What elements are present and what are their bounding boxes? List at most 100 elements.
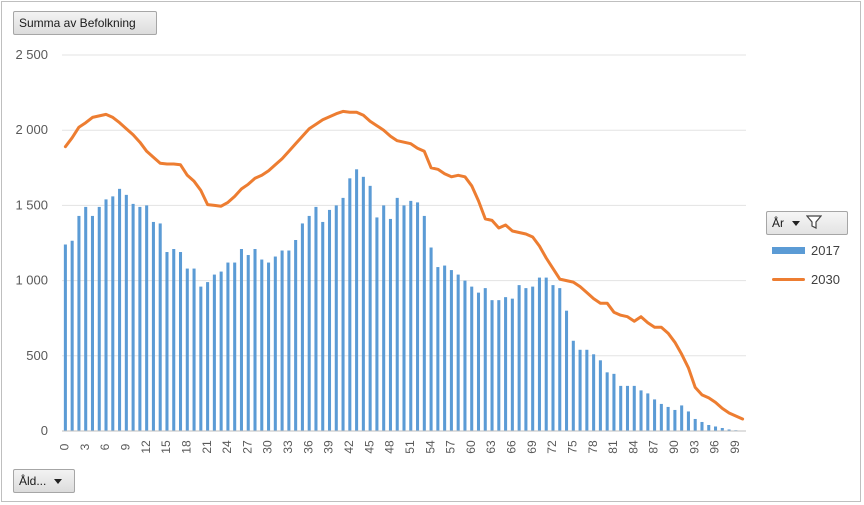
bar-2017 [233,262,237,431]
bar-2017 [341,197,345,431]
x-tick-label: 96 [708,440,722,454]
x-axis: 0 3 6 9 12 15 18 21 24 27 30 33 36 39 42 45 48 51 54 57 60 63… [58,430,746,454]
bar-2017 [212,274,216,431]
x-tick-label: 57 [444,440,458,454]
x-tick-label: 30 [261,440,275,454]
bar-2017 [659,403,663,431]
legend-label-2030: 2030 [811,272,840,287]
x-tick-label: 18 [179,440,193,454]
bar-2017 [294,239,298,431]
bar-2017 [206,282,210,431]
bar-2017 [483,288,487,431]
legend-label-2017: 2017 [811,243,840,258]
bar-2017 [585,349,589,431]
bar-2017 [504,297,508,431]
bar-2017 [544,277,548,431]
bar-2017 [463,280,467,431]
bar-2017 [131,203,135,431]
dropdown-caret-icon [54,478,63,484]
bar-2017 [361,176,365,431]
bar-2017 [226,262,230,431]
bar-2017 [449,270,453,431]
bar-2017 [368,185,372,431]
x-tick-label: 15 [159,440,173,454]
x-tick-label: 36 [301,440,315,454]
legend-field-button[interactable]: År [766,211,848,235]
bar-2017 [646,393,650,431]
bar-2017 [416,202,420,431]
dropdown-caret-icon [792,220,800,226]
legend-swatch-2017 [772,247,805,254]
x-tick-label: 9 [119,443,133,450]
bar-2017 [409,200,413,431]
bar-2017 [97,206,101,431]
bar-2017 [382,205,386,431]
bar-2017 [118,188,122,431]
bar-2017 [653,399,657,431]
x-tick-label: 3 [78,443,92,450]
x-tick-label: 81 [606,440,620,454]
bar-2017 [680,405,684,431]
x-tick-label: 51 [403,440,417,454]
x-tick-label: 93 [687,440,701,454]
x-tick-label: 12 [139,440,153,454]
bar-2017 [375,217,379,431]
bar-2017 [151,221,155,431]
bar-2017 [158,223,162,431]
bar-2017 [531,286,535,431]
filter-icon [805,214,823,233]
bar-2017 [632,385,636,431]
bar-2017 [714,426,718,431]
x-tick-label: 60 [464,440,478,454]
value-field-label: Summa av Befolkning [19,16,136,30]
bar-2017 [165,252,169,431]
bar-2017 [700,421,704,431]
bar-2017 [219,271,223,431]
bar-2017 [90,215,94,431]
bar-2017 [70,240,74,431]
bar-2017 [625,385,630,431]
y-tick-label: 1 500 [15,197,48,212]
bar-2017 [334,205,338,431]
x-tick-label: 84 [626,440,640,454]
bar-2017 [199,286,203,431]
bar-2017 [612,373,616,431]
bar-2017 [571,340,575,431]
bar-2017 [565,310,569,431]
bar-2017 [598,360,602,431]
bar-2017 [104,199,108,431]
bar-2017 [280,250,284,431]
bar-2017 [510,298,514,431]
bar-series-2017 [63,169,745,431]
y-tick-label: 500 [26,348,48,363]
line-2030 [63,109,745,421]
x-tick-label: 0 [58,443,72,450]
legend-item-2030: 2030 [772,272,840,287]
bar-2017 [470,286,474,431]
bar-2017 [517,285,521,431]
bar-2017 [300,223,304,431]
bar-2017 [436,267,440,431]
x-tick-label: 21 [200,440,214,454]
x-tick-label: 45 [362,440,376,454]
axis-field-button[interactable]: Åld... [13,469,75,493]
bar-2017 [720,427,724,431]
bar-2017 [686,411,690,431]
bar-2017 [727,429,731,431]
bar-2017 [355,169,359,431]
bar-2017 [246,255,250,431]
bar-2017 [578,349,582,431]
bar-2017 [267,262,271,431]
legend-swatch-2030 [772,278,805,281]
x-tick-label: 42 [342,440,356,454]
value-field-button[interactable]: Summa av Befolkning [13,11,157,35]
bar-2017 [592,354,596,431]
bar-2017 [388,218,392,431]
bar-2017 [138,206,142,431]
x-tick-label: 75 [565,440,579,454]
bar-2017 [172,249,176,431]
y-tick-label: 2 500 [15,47,48,62]
bar-2017 [239,249,243,431]
bar-2017 [524,288,528,431]
